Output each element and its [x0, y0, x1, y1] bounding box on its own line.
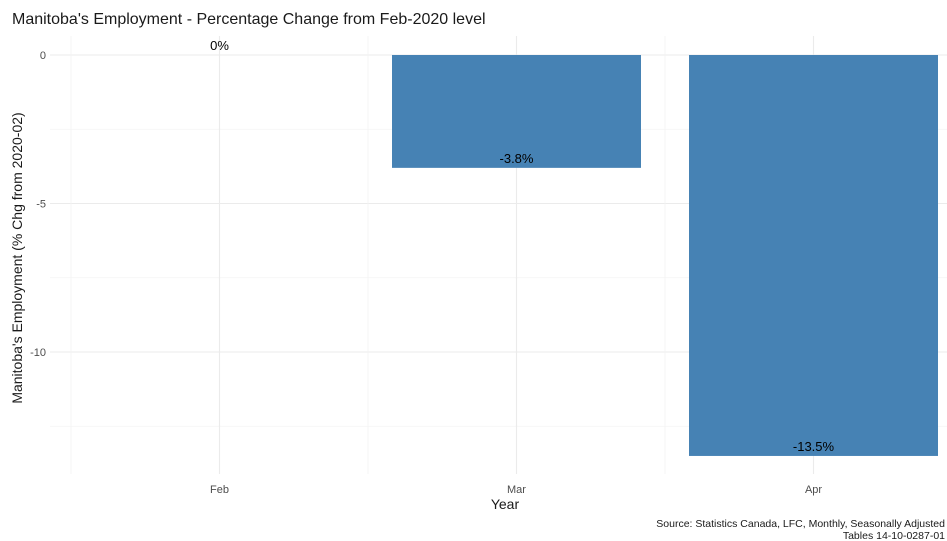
data-label-mar: -3.8%: [500, 151, 534, 166]
source-caption: Source: Statistics Canada, LFC, Monthly,…: [656, 518, 945, 530]
y-tick-label: 0: [40, 50, 46, 62]
x-tick-label-feb: Feb: [210, 484, 229, 496]
x-tick-label-mar: Mar: [507, 484, 526, 496]
x-tick-label-apr: Apr: [805, 484, 822, 496]
y-axis-title: Manitoba's Employment (% Chg from 2020-0…: [9, 112, 25, 403]
bars-layer: [392, 55, 938, 456]
chart-title: Manitoba's Employment - Percentage Chang…: [12, 11, 486, 28]
data-label-apr: -13.5%: [793, 439, 835, 454]
data-label-feb: 0%: [210, 38, 229, 53]
grid-layer: [50, 36, 947, 474]
y-tick-label: -5: [36, 199, 46, 211]
ticks-layer: 0 -5 -10 Feb Mar Apr: [30, 50, 822, 496]
bar-apr: [689, 55, 938, 456]
data-labels-layer: 0% -3.8% -13.5%: [210, 38, 834, 454]
bar-mar: [392, 55, 641, 168]
table-caption: Tables 14-10-0287-01: [843, 530, 945, 541]
x-axis-title: Year: [491, 496, 520, 512]
y-tick-label: -10: [30, 347, 46, 359]
